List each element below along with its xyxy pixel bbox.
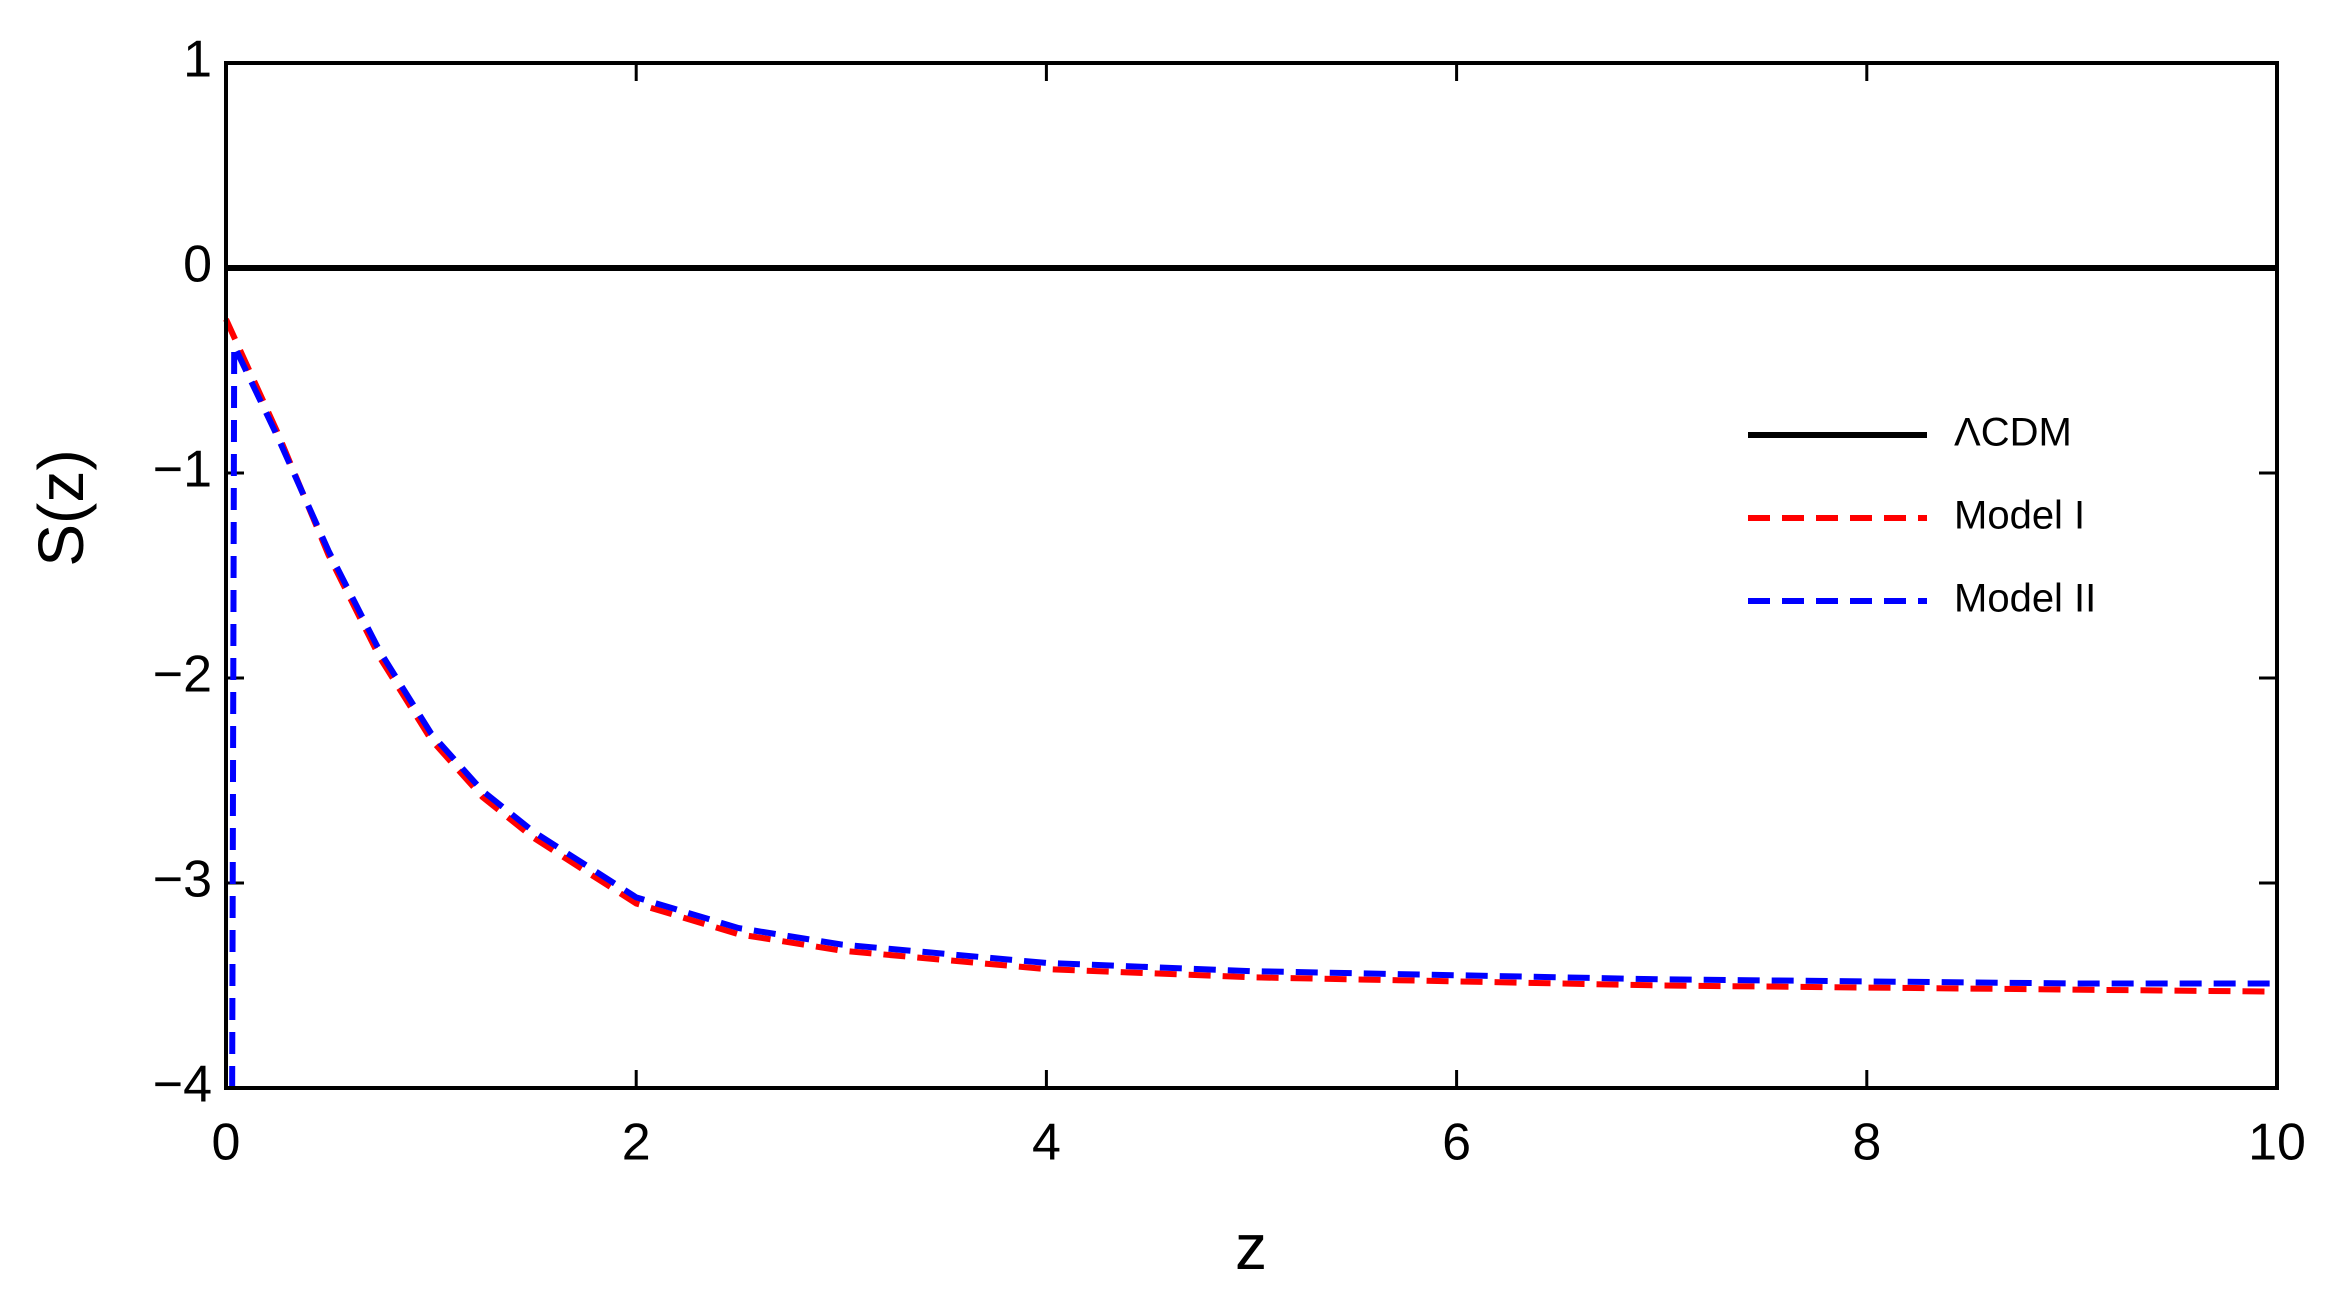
- y-axis-label: S(z): [25, 449, 97, 566]
- x-axis-label: z: [1235, 1211, 1267, 1283]
- y-tick-label: −2: [153, 646, 212, 704]
- x-tick-label: 6: [1442, 1114, 1471, 1172]
- legend-label: Model II: [1954, 577, 2096, 621]
- x-tick-label: 10: [2248, 1114, 2306, 1172]
- x-tick-label: 8: [1852, 1114, 1881, 1172]
- x-tick-label: 4: [1032, 1114, 1061, 1172]
- y-tick-label: −1: [153, 441, 212, 499]
- x-tick-label: 0: [212, 1114, 241, 1172]
- y-tick-label: −3: [153, 851, 212, 909]
- legend-label: Model I: [1954, 494, 2085, 538]
- y-tick-label: 0: [183, 236, 212, 294]
- legend-label: ΛCDM: [1954, 411, 2072, 455]
- y-tick-label: 1: [183, 31, 212, 89]
- series-line: [229, 344, 2277, 1089]
- plot-frame: [224, 61, 2279, 1090]
- y-tick-label: −4: [153, 1056, 212, 1114]
- x-tick-label: 2: [622, 1114, 651, 1172]
